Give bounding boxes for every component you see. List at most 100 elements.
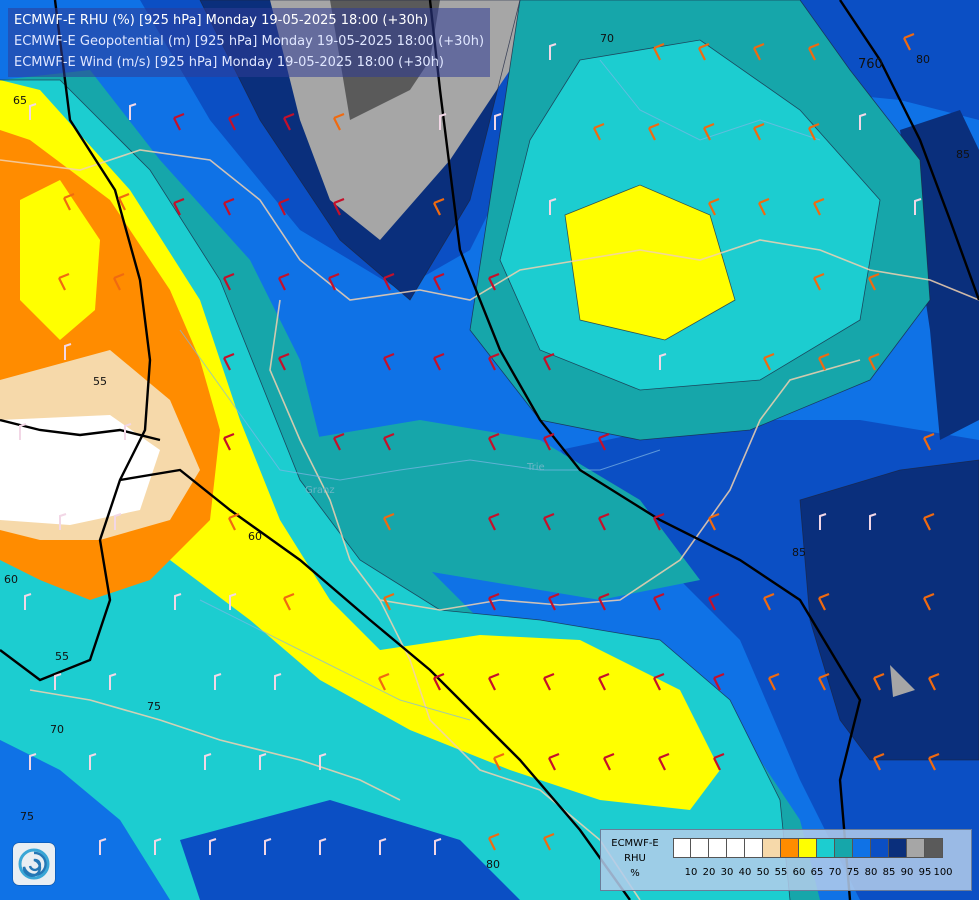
wind-barb <box>713 752 725 771</box>
wind-barb <box>274 673 282 690</box>
wind-barb <box>593 122 605 141</box>
wind-barb <box>598 592 610 611</box>
wind-barb <box>319 753 327 770</box>
border-line <box>29 689 401 801</box>
legend-swatch <box>835 838 853 858</box>
legend-tick-label: 40 <box>738 867 752 878</box>
isoline <box>0 0 152 682</box>
wind-barb <box>379 838 387 855</box>
contour-label: 70 <box>600 32 614 45</box>
wind-barb <box>54 673 62 690</box>
wind-barb <box>154 838 162 855</box>
contour-line <box>0 79 791 900</box>
logo-ring <box>18 848 50 880</box>
wind-barb <box>319 838 327 855</box>
wind-barb <box>223 352 235 371</box>
wind-barb <box>488 432 500 451</box>
wind-barb <box>223 197 235 216</box>
legend-tick-label: 65 <box>810 867 824 878</box>
wind-barb <box>24 593 32 610</box>
wind-barb <box>873 672 885 691</box>
wind-barb <box>278 197 290 216</box>
wind-barb <box>873 752 885 771</box>
border-line <box>269 299 861 611</box>
wind-barb <box>383 272 395 291</box>
wind-barb <box>19 423 27 440</box>
wind-barb <box>333 432 345 451</box>
place-label: Granz <box>305 485 335 496</box>
ecmwf-swirl-logo-icon <box>13 843 55 885</box>
wind-barb <box>598 672 610 691</box>
legend-swatch <box>673 838 691 858</box>
band-85-south <box>180 800 520 900</box>
wind-barb <box>488 672 500 691</box>
legend-tick-label: 10 <box>684 867 698 878</box>
contour-line <box>499 39 881 391</box>
wind-barb <box>653 42 665 61</box>
wind-barb <box>548 592 560 611</box>
contour-label: 75 <box>147 700 161 713</box>
wind-barb <box>713 672 725 691</box>
wind-barb <box>204 753 212 770</box>
wind-barb <box>648 122 660 141</box>
wind-barb <box>223 272 235 291</box>
legend-tick-label: 30 <box>720 867 734 878</box>
wind-barb <box>333 112 345 131</box>
wind-barb <box>114 513 122 530</box>
wind-barb <box>698 42 710 61</box>
contour-label: 75 <box>20 810 34 823</box>
wind-barb <box>433 272 445 291</box>
wind-barbs <box>58 32 940 851</box>
wind-barb <box>333 197 345 216</box>
wind-barb <box>598 432 610 451</box>
isoline <box>119 468 631 900</box>
wind-barb <box>753 42 765 61</box>
wind-barb <box>434 838 442 855</box>
band-50-west <box>0 415 160 525</box>
wind-barb <box>659 353 667 370</box>
contour-label: 55 <box>93 375 107 388</box>
wind-barb <box>603 752 615 771</box>
wind-barb <box>818 592 830 611</box>
wind-barb <box>229 593 237 610</box>
wind-barb <box>758 197 770 216</box>
wind-barb <box>488 272 500 291</box>
wind-barb <box>173 197 185 216</box>
contour-label: 65 <box>13 94 27 107</box>
legend-tick-label: 55 <box>774 867 788 878</box>
wind-barb <box>928 752 940 771</box>
place-label: Trie <box>526 462 545 473</box>
legend-label: ECMWF-E RHU % <box>605 836 665 881</box>
legend-swatch <box>925 838 943 858</box>
contour-label: 60 <box>4 573 18 586</box>
wind-barb <box>763 592 775 611</box>
legend-tick-label: 90 <box>900 867 914 878</box>
wind-barb <box>768 672 780 691</box>
rhu-title: ECMWF-E RHU (%) [925 hPa] Monday 19-05-2… <box>14 13 429 28</box>
wind-barb <box>488 832 500 851</box>
legend-swatch <box>745 838 763 858</box>
band-75-south-central <box>300 420 700 600</box>
wind-barb <box>598 512 610 531</box>
legend-swatch <box>871 838 889 858</box>
legend-swatch <box>781 838 799 858</box>
wind-barb <box>63 192 75 211</box>
band-90-southeast <box>800 460 979 760</box>
light-wind-barbs <box>19 43 922 855</box>
wind-barb <box>29 753 37 770</box>
wind-barb <box>923 432 935 451</box>
legend-model: ECMWF-E <box>611 838 659 849</box>
wind-barb <box>113 272 125 291</box>
wind-barb <box>173 112 185 131</box>
legend-tick-label: 95 <box>918 867 932 878</box>
contour-label: 55 <box>55 650 69 663</box>
wind-barb <box>808 122 820 141</box>
legend-tick-label: 85 <box>882 867 896 878</box>
wind-barb <box>923 512 935 531</box>
contour-label: 80 <box>916 53 930 66</box>
legend-tick-label: 70 <box>828 867 842 878</box>
contour-labels: 65 55 60 55 70 75 75 60 70 80 85 85 80 7… <box>4 32 970 871</box>
